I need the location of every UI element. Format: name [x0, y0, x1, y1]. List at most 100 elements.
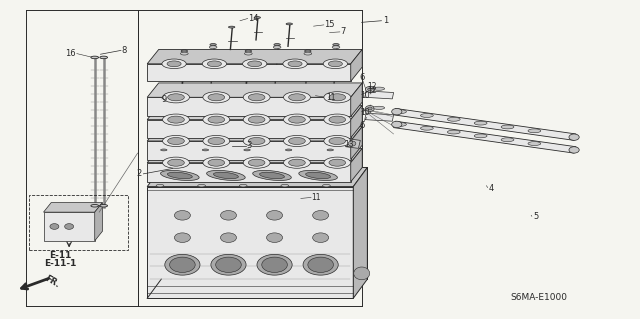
- Ellipse shape: [284, 92, 310, 103]
- Ellipse shape: [228, 26, 235, 28]
- Ellipse shape: [175, 211, 191, 220]
- Ellipse shape: [167, 61, 181, 67]
- Ellipse shape: [208, 116, 225, 123]
- Ellipse shape: [216, 257, 241, 272]
- Ellipse shape: [354, 267, 370, 280]
- Polygon shape: [351, 127, 362, 160]
- Ellipse shape: [181, 50, 188, 52]
- Ellipse shape: [220, 211, 237, 220]
- Ellipse shape: [168, 137, 184, 145]
- Polygon shape: [147, 97, 351, 116]
- Polygon shape: [351, 83, 362, 116]
- Ellipse shape: [281, 184, 289, 187]
- Text: 9: 9: [162, 95, 167, 104]
- Ellipse shape: [392, 121, 402, 128]
- Ellipse shape: [100, 204, 108, 207]
- Polygon shape: [147, 163, 351, 182]
- Text: S6MA-E1000: S6MA-E1000: [510, 293, 568, 302]
- Ellipse shape: [65, 224, 74, 229]
- Ellipse shape: [254, 17, 260, 19]
- Ellipse shape: [163, 135, 189, 147]
- Ellipse shape: [501, 125, 514, 129]
- Ellipse shape: [324, 157, 351, 168]
- Ellipse shape: [528, 142, 541, 145]
- Ellipse shape: [308, 257, 333, 272]
- Polygon shape: [147, 167, 367, 187]
- Ellipse shape: [373, 106, 385, 109]
- Ellipse shape: [203, 114, 230, 125]
- Ellipse shape: [367, 88, 372, 91]
- Ellipse shape: [257, 255, 292, 275]
- Ellipse shape: [365, 106, 374, 111]
- Ellipse shape: [244, 149, 250, 151]
- Ellipse shape: [208, 137, 225, 145]
- Ellipse shape: [323, 59, 348, 69]
- Text: 14: 14: [248, 14, 259, 23]
- Text: 12: 12: [367, 82, 377, 91]
- Ellipse shape: [207, 61, 221, 67]
- Ellipse shape: [303, 255, 339, 275]
- Ellipse shape: [243, 135, 270, 147]
- Polygon shape: [44, 212, 95, 241]
- Ellipse shape: [220, 233, 237, 242]
- Ellipse shape: [447, 130, 460, 134]
- Ellipse shape: [253, 170, 291, 181]
- Ellipse shape: [163, 114, 189, 125]
- Polygon shape: [147, 64, 351, 81]
- Ellipse shape: [163, 157, 189, 168]
- Text: 13: 13: [344, 140, 354, 149]
- Ellipse shape: [207, 170, 245, 181]
- Ellipse shape: [373, 87, 385, 90]
- Polygon shape: [147, 49, 362, 64]
- Polygon shape: [351, 49, 362, 81]
- Ellipse shape: [198, 184, 205, 187]
- Ellipse shape: [299, 170, 337, 181]
- Ellipse shape: [243, 92, 270, 103]
- Ellipse shape: [244, 52, 252, 55]
- Text: 4: 4: [488, 184, 493, 193]
- Text: 16: 16: [65, 49, 76, 58]
- Ellipse shape: [284, 114, 310, 125]
- Ellipse shape: [328, 61, 342, 67]
- Ellipse shape: [284, 157, 310, 168]
- Text: 2: 2: [137, 169, 142, 178]
- Ellipse shape: [289, 116, 305, 123]
- Ellipse shape: [163, 92, 189, 103]
- Ellipse shape: [168, 159, 184, 166]
- Ellipse shape: [175, 233, 191, 242]
- Text: 11: 11: [326, 93, 336, 102]
- Ellipse shape: [312, 233, 329, 242]
- Ellipse shape: [324, 92, 351, 103]
- Ellipse shape: [202, 59, 227, 69]
- Ellipse shape: [203, 92, 230, 103]
- Ellipse shape: [474, 134, 487, 138]
- Text: E-11-1: E-11-1: [45, 259, 77, 268]
- Polygon shape: [147, 187, 353, 298]
- Ellipse shape: [248, 159, 265, 166]
- Ellipse shape: [474, 121, 487, 125]
- Ellipse shape: [156, 184, 164, 187]
- Ellipse shape: [210, 44, 216, 46]
- Ellipse shape: [283, 59, 307, 69]
- Polygon shape: [394, 121, 576, 153]
- Ellipse shape: [243, 157, 270, 168]
- Ellipse shape: [365, 86, 374, 92]
- Ellipse shape: [329, 116, 346, 123]
- Ellipse shape: [260, 172, 284, 179]
- Ellipse shape: [305, 50, 311, 52]
- Ellipse shape: [203, 157, 230, 168]
- Polygon shape: [351, 148, 362, 182]
- Ellipse shape: [209, 46, 217, 48]
- Ellipse shape: [327, 149, 333, 151]
- Ellipse shape: [447, 117, 460, 121]
- Ellipse shape: [243, 59, 267, 69]
- Ellipse shape: [50, 224, 59, 229]
- Ellipse shape: [306, 172, 330, 179]
- Ellipse shape: [569, 147, 579, 153]
- Text: 10: 10: [360, 108, 370, 117]
- Ellipse shape: [245, 50, 252, 52]
- Ellipse shape: [285, 149, 292, 151]
- Ellipse shape: [262, 257, 287, 272]
- Polygon shape: [394, 108, 576, 140]
- Ellipse shape: [394, 110, 406, 114]
